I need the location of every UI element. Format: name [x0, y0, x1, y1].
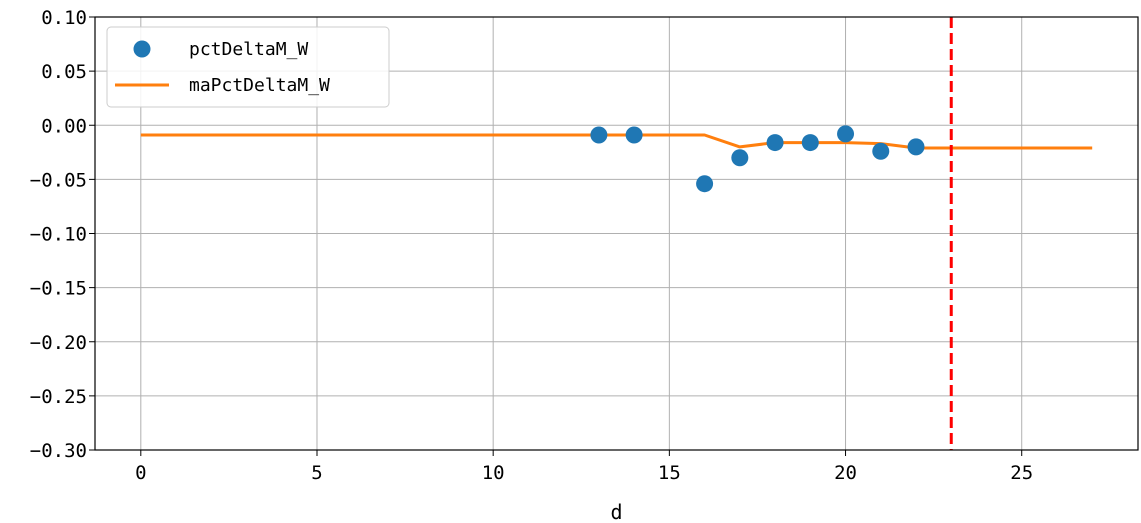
grid	[95, 16, 1138, 451]
y-tick-label: −0.10	[30, 224, 87, 246]
x-tick-label: 10	[482, 462, 505, 484]
data-point	[696, 175, 714, 193]
plot-data	[140, 17, 1093, 450]
y-tick-label: −0.30	[30, 440, 87, 462]
legend: pctDeltaM_W maPctDeltaM_W	[106, 26, 390, 108]
data-point	[625, 126, 643, 144]
axis-ticks: 0 5 10 15 20 25 0.10 0.05 0.00 −0.05 −0.10 −0.15 −0.…	[30, 7, 1033, 484]
y-tick-label: −0.20	[30, 332, 87, 354]
y-tick-label: 0.00	[41, 115, 87, 137]
y-tick-label: −0.05	[30, 169, 87, 191]
data-point	[590, 126, 608, 144]
x-axis-label: d	[610, 500, 622, 523]
series-line-maPctDeltaM_W	[140, 133, 1093, 150]
legend-label: pctDeltaM_W	[189, 39, 308, 60]
data-point	[731, 149, 749, 167]
y-tick-label: 0.10	[41, 7, 87, 29]
data-point	[801, 134, 819, 152]
x-tick-label: 5	[311, 462, 322, 484]
y-tick-label: 0.05	[41, 61, 87, 83]
data-point	[872, 142, 890, 160]
x-tick-label: 25	[1010, 462, 1033, 484]
data-point	[766, 134, 784, 152]
y-tick-label: −0.25	[30, 386, 87, 408]
x-tick-label: 20	[834, 462, 857, 484]
x-tick-label: 15	[658, 462, 681, 484]
legend-box	[106, 26, 390, 108]
y-tick-label: −0.15	[30, 278, 87, 300]
data-point	[837, 125, 855, 143]
legend-label: maPctDeltaM_W	[189, 75, 330, 96]
x-tick-label: 0	[135, 462, 146, 484]
data-point	[907, 138, 925, 156]
legend-marker	[133, 40, 151, 58]
